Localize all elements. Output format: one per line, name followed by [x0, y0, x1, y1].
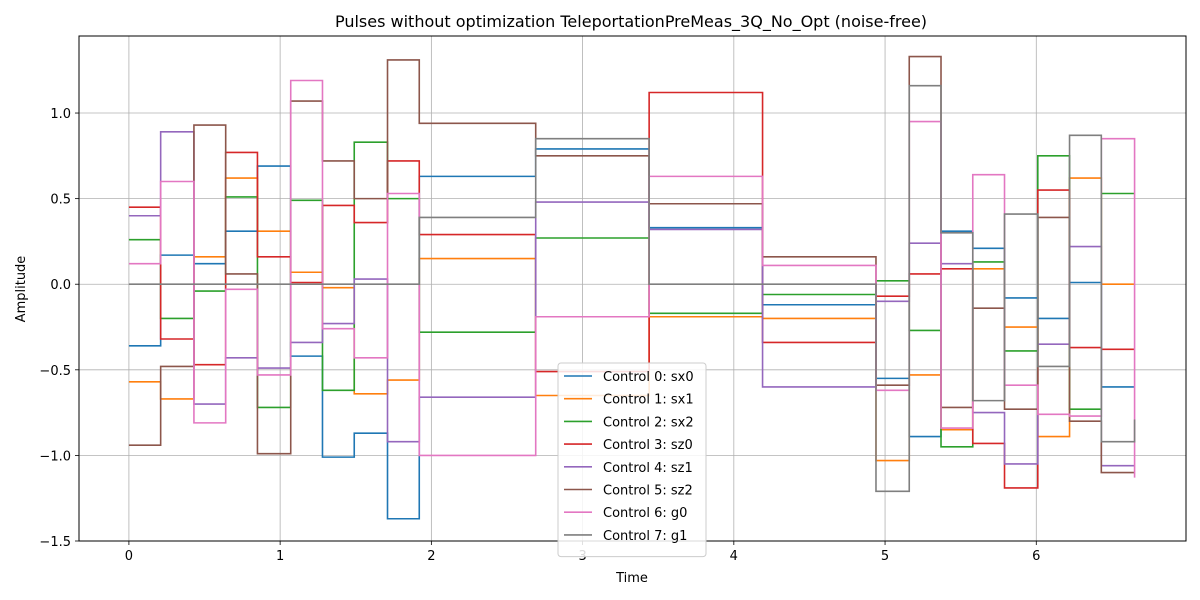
- legend-entry-5: Control 5: sz2: [603, 484, 693, 499]
- x-tick-label: 0: [125, 549, 133, 564]
- series-line-2: [128, 141, 1135, 448]
- x-tick-label: 1: [276, 549, 284, 564]
- series-line-7: [128, 84, 1136, 493]
- y-axis-label: Amplitude: [14, 256, 29, 323]
- y-tick-label: −1.0: [39, 449, 71, 464]
- y-tick-label: −1.5: [39, 535, 71, 550]
- y-tick-label: −0.5: [39, 364, 71, 379]
- legend-entry-6: Control 6: g0: [603, 506, 687, 521]
- legend-box: [557, 362, 707, 558]
- y-tick-label: 1.0: [50, 107, 71, 122]
- chart-title: Pulses without optimization Teleportatio…: [335, 12, 927, 32]
- legend-entry-4: Control 4: sz1: [603, 461, 693, 476]
- legend-entry-7: Control 7: g1: [603, 529, 687, 544]
- legend: Control 0: sx0 Control 1: sx1 Control 2: s…: [557, 362, 707, 558]
- legend-entry-0: Control 0: sx0: [603, 370, 694, 385]
- series-line-4: [128, 131, 1135, 467]
- x-tick-label: 5: [881, 549, 889, 564]
- legend-entry-1: Control 1: sx1: [603, 393, 694, 408]
- y-tick-label: 0.5: [50, 193, 71, 208]
- y-tick-label: 0.0: [50, 278, 71, 293]
- x-axis-label: Time: [615, 571, 648, 586]
- x-tick-label: 6: [1032, 549, 1040, 564]
- series-line-5: [128, 55, 1135, 474]
- legend-entry-2: Control 2: sx2: [603, 415, 694, 430]
- series-line-6: [128, 79, 1136, 478]
- x-tick-label: 2: [427, 549, 435, 564]
- x-tick-label: 4: [730, 549, 738, 564]
- legend-entry-3: Control 3: sz0: [603, 438, 693, 453]
- series-line-0: [128, 148, 1135, 520]
